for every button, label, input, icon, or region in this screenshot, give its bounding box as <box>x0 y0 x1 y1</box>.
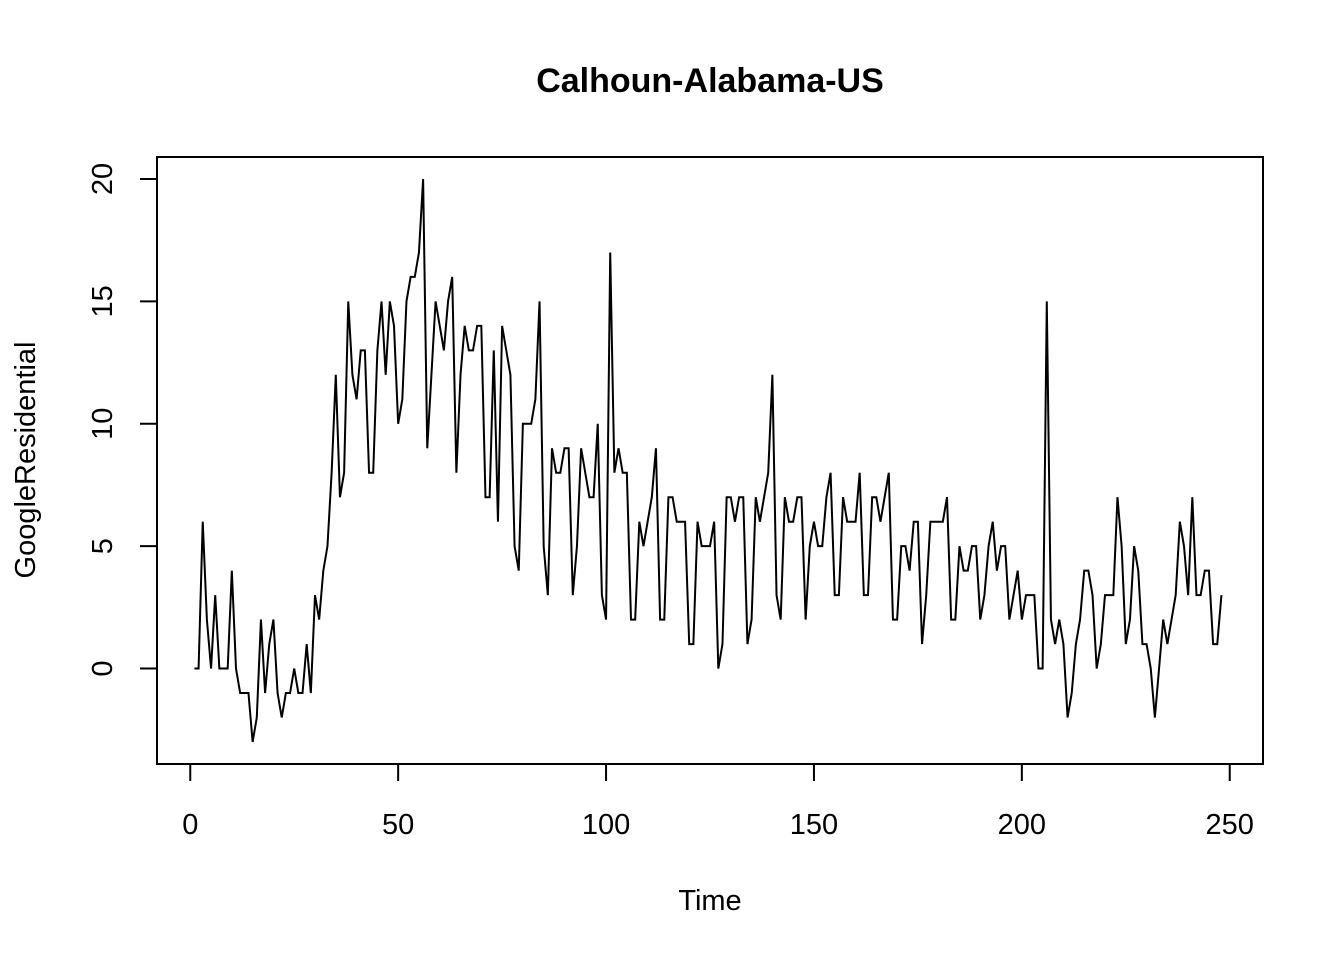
x-tick-label: 250 <box>1206 809 1254 841</box>
y-axis-label: GoogleResidential <box>10 342 42 579</box>
x-tick-label: 0 <box>182 809 198 841</box>
y-tick-label: 15 <box>87 285 119 317</box>
series-line <box>194 178 1223 743</box>
x-tick-label: 50 <box>382 809 414 841</box>
y-tick-label: 5 <box>87 538 119 554</box>
plot-area-frame <box>156 156 1264 765</box>
x-axis: 0 50 100 150 200 250 <box>182 763 1254 841</box>
x-tick-label: 150 <box>790 809 838 841</box>
chart-title: Calhoun-Alabama-US <box>536 62 884 100</box>
y-axis: 0 5 10 15 20 <box>87 163 158 677</box>
y-tick-label: 0 <box>87 660 119 676</box>
x-tick-label: 200 <box>998 809 1046 841</box>
y-tick-label: 20 <box>87 163 119 195</box>
x-tick-label: 100 <box>582 809 630 841</box>
y-tick-label: 10 <box>87 408 119 440</box>
x-axis-label: Time <box>678 885 741 917</box>
